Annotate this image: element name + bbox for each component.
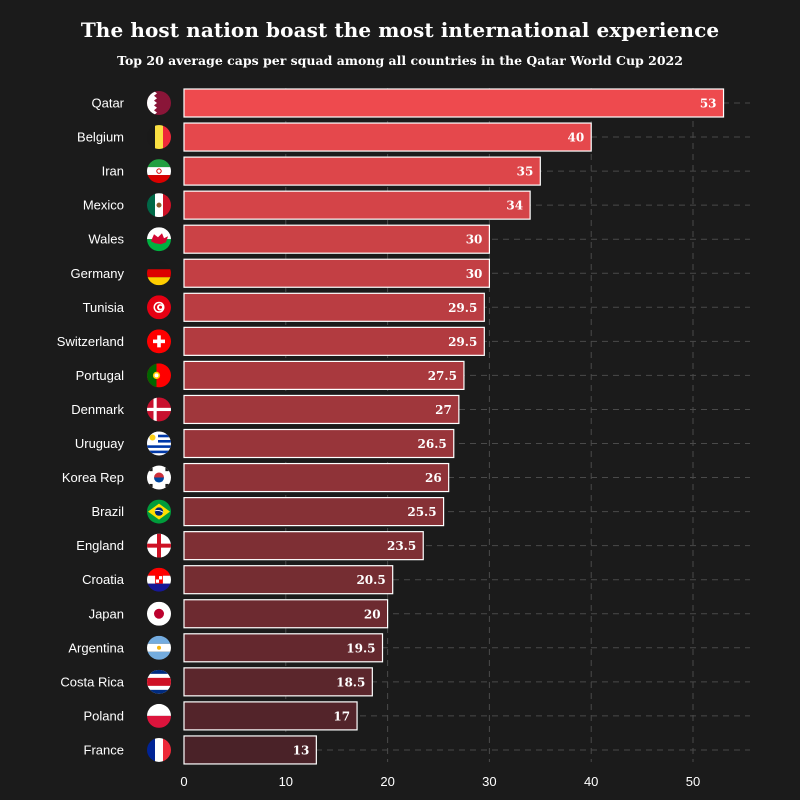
category-label: Qatar: [91, 96, 124, 111]
denmark-flag-icon: [147, 397, 171, 422]
bar-value-label: 25.5: [407, 505, 436, 519]
bar: [183, 190, 531, 220]
korea-rep-flag-icon: [147, 465, 171, 490]
bar-value-label: 17: [333, 709, 350, 723]
france-flag-icon: [147, 737, 171, 762]
category-label: Belgium: [77, 130, 124, 145]
bar: [183, 599, 389, 629]
category-labels: Qatar Belgium Iran Mexico Wales Germany Tunisi…: [57, 96, 125, 758]
bar-value-label: 18.5: [336, 675, 365, 689]
brazil-flag-icon: [147, 499, 171, 524]
category-label: Denmark: [71, 402, 124, 417]
category-label: Croatia: [82, 572, 125, 587]
bar-value-label: 13: [293, 743, 310, 757]
costa-rica-flag-icon: [147, 669, 171, 694]
bar: [183, 292, 485, 322]
bar-value-label: 29.5: [448, 335, 477, 349]
bar-value-label: 20.5: [356, 573, 385, 587]
bar: [183, 258, 490, 288]
bar: [183, 394, 460, 425]
bar: [183, 428, 455, 459]
category-label: Mexico: [83, 198, 124, 213]
x-tick-label: 10: [279, 774, 293, 789]
england-flag-icon: [147, 533, 171, 558]
argentina-flag-icon: [147, 635, 171, 660]
chart-subtitle: Top 20 average caps per squad among all …: [117, 53, 683, 68]
x-tick-label: 50: [686, 774, 700, 789]
switzerland-flag-icon: [147, 329, 171, 354]
bar-value-label: 29.5: [448, 301, 477, 315]
category-label: Korea Rep: [62, 470, 124, 485]
bar-value-label: 30: [466, 233, 483, 247]
bar-value-label: 26: [425, 471, 442, 485]
belgium-flag-icon: [147, 125, 171, 150]
bar-value-label: 53: [700, 97, 717, 111]
tunisia-flag-icon: [147, 295, 171, 320]
bar-value-label: 19.5: [346, 641, 375, 655]
flags: [147, 91, 171, 762]
category-label: Switzerland: [57, 334, 124, 349]
x-tick-label: 30: [482, 774, 496, 789]
croatia-flag-icon: [147, 567, 171, 592]
bar-value-label: 35: [517, 165, 534, 179]
category-label: England: [76, 538, 124, 553]
bars: 53 40 35 34 30 30 29.5 29.5 27.5 27 26.5 26 25.5 23.5…: [183, 88, 725, 765]
bar: [183, 701, 358, 731]
category-label: Japan: [89, 606, 124, 621]
category-label: Poland: [84, 708, 124, 723]
poland-flag-icon: [147, 703, 171, 728]
category-label: Uruguay: [75, 436, 125, 451]
bar-value-label: 34: [506, 199, 523, 213]
bar: [183, 462, 450, 493]
x-tick-label: 40: [584, 774, 598, 789]
category-label: Portugal: [76, 368, 125, 383]
bar: [183, 667, 373, 697]
portugal-flag-icon: [147, 363, 171, 388]
x-tick-label: 0: [180, 774, 187, 789]
chart-title: The host nation boast the most internati…: [80, 18, 720, 42]
bar-value-label: 40: [567, 131, 584, 145]
bar: [183, 497, 445, 527]
bar: [183, 565, 394, 595]
category-label: Costa Rica: [60, 674, 124, 689]
iran-flag-icon: [147, 159, 171, 184]
bar-value-label: 23.5: [387, 539, 416, 553]
bar: [183, 360, 465, 390]
x-axis: 0 10 20 30 40 50: [180, 774, 700, 789]
bar-value-label: 30: [466, 267, 483, 281]
mexico-flag-icon: [147, 193, 171, 218]
bar: [183, 122, 592, 152]
category-label: Argentina: [68, 640, 124, 655]
bar: [183, 156, 541, 186]
bar-value-label: 26.5: [418, 437, 447, 451]
uruguay-flag-icon: [147, 431, 171, 456]
qatar-flag-icon: [147, 91, 171, 115]
wales-flag-icon: [147, 227, 171, 252]
category-label: France: [84, 742, 124, 757]
bar: [183, 326, 485, 356]
category-label: Germany: [71, 266, 125, 281]
bar: [183, 735, 317, 765]
category-label: Tunisia: [83, 300, 125, 315]
bar-value-label: 27: [435, 403, 452, 417]
category-label: Iran: [102, 164, 124, 179]
category-label: Wales: [88, 232, 124, 247]
x-tick-label: 20: [380, 774, 394, 789]
germany-flag-icon: [147, 261, 171, 286]
japan-flag-icon: [147, 601, 171, 626]
bar: [183, 531, 424, 561]
bar-value-label: 27.5: [428, 369, 457, 383]
category-label: Brazil: [91, 504, 124, 519]
bar: [183, 633, 384, 663]
bar: [183, 88, 725, 118]
bar-value-label: 20: [364, 607, 381, 621]
bar: [183, 224, 490, 254]
